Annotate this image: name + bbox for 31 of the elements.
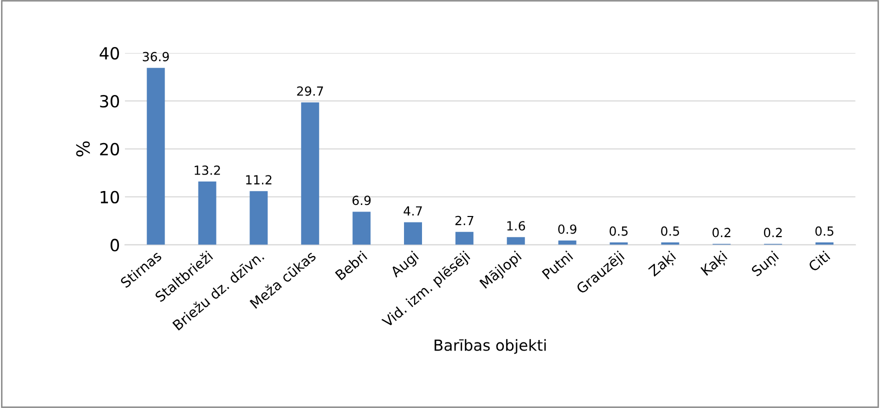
bar xyxy=(198,182,216,245)
data-label: 13.2 xyxy=(194,165,220,175)
data-label: 1.6 xyxy=(507,221,526,231)
data-label: 2.7 xyxy=(455,216,474,226)
y-tick-label: 30 xyxy=(100,94,119,108)
bar xyxy=(506,237,525,245)
y-axis-title: % xyxy=(76,141,90,156)
bar xyxy=(146,68,165,245)
x-axis-title: Barības objekti xyxy=(434,339,546,354)
bar xyxy=(558,240,576,245)
y-tick-label: 0 xyxy=(110,238,119,252)
bar xyxy=(250,191,268,245)
x-tick-label: Citi xyxy=(808,250,830,272)
bar xyxy=(352,212,371,245)
data-label: 36.9 xyxy=(142,52,169,62)
y-tick-label: 20 xyxy=(100,142,119,156)
data-label: 0.2 xyxy=(764,228,782,238)
data-label: 0.5 xyxy=(610,226,628,236)
bar xyxy=(455,232,474,245)
bar xyxy=(404,222,422,245)
data-label: 0.5 xyxy=(661,226,680,236)
data-label: 11.2 xyxy=(246,175,272,184)
data-label: 0.9 xyxy=(558,224,576,234)
bar xyxy=(301,102,320,245)
data-label: 6.9 xyxy=(352,196,371,206)
data-label: 4.7 xyxy=(404,206,422,216)
data-label: 0.5 xyxy=(815,226,834,236)
y-tick-label: 40 xyxy=(100,47,119,60)
y-tick-label: 10 xyxy=(100,190,119,204)
data-label: 0.2 xyxy=(712,228,730,238)
data-label: 29.7 xyxy=(297,86,323,96)
